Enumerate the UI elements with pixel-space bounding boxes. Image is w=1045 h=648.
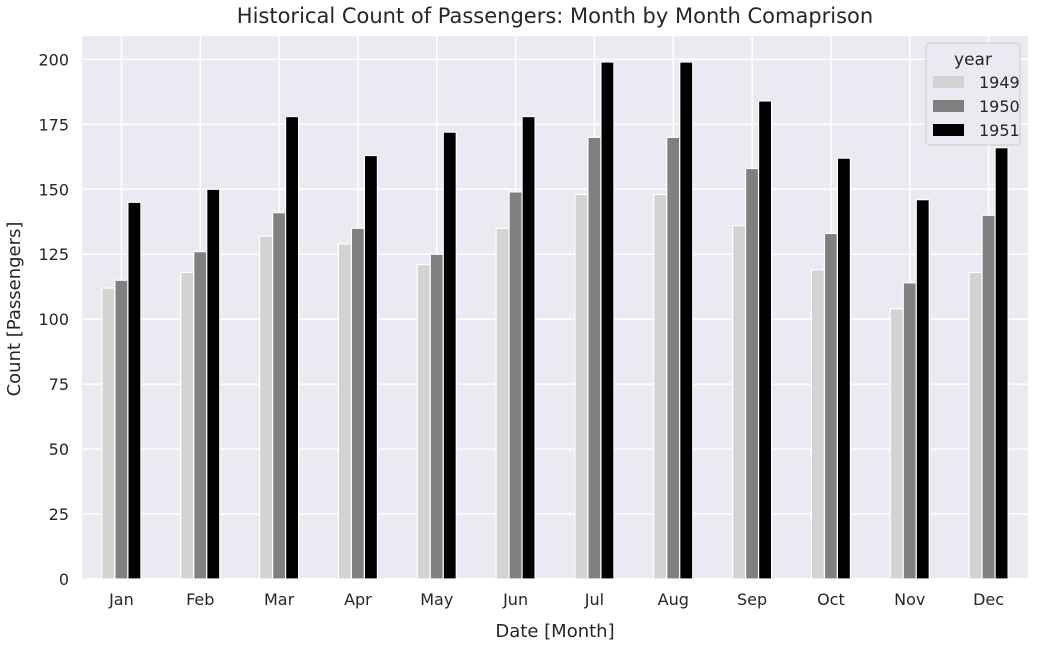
bar-nov-1950 (902, 282, 917, 580)
bar-jul-1950 (587, 136, 602, 580)
bars (101, 61, 1009, 580)
legend-swatch-1950 (933, 100, 964, 112)
x-tick-label: Aug (658, 590, 689, 609)
x-tick-label: Jan (108, 590, 134, 609)
bar-jan-1949 (101, 287, 116, 580)
x-tick-label: Dec (973, 590, 1004, 609)
bar-sep-1949 (731, 225, 747, 580)
x-tick-label: Apr (344, 590, 372, 609)
bar-oct-1951 (836, 157, 852, 580)
y-tick-label: 25 (49, 505, 69, 524)
bar-oct-1950 (823, 232, 839, 580)
bar-may-1951 (442, 131, 457, 580)
bar-apr-1951 (363, 154, 379, 580)
x-tick-label: Jul (584, 590, 604, 609)
bar-mar-1949 (258, 235, 274, 580)
bar-feb-1950 (193, 251, 208, 580)
legend-label-1950: 1950 (979, 97, 1020, 116)
bar-aug-1949 (653, 193, 668, 580)
y-tick-label: 125 (38, 245, 69, 264)
legend-title: year (954, 50, 992, 70)
bar-aug-1951 (679, 61, 694, 580)
y-tick-label: 100 (38, 310, 69, 329)
bar-may-1950 (429, 253, 444, 580)
bar-nov-1951 (915, 199, 930, 580)
bar-jul-1951 (600, 61, 615, 580)
bar-sep-1951 (757, 100, 773, 580)
bar-jun-1949 (495, 227, 510, 580)
y-tick-label: 150 (38, 180, 69, 199)
legend-label-1951: 1951 (979, 121, 1020, 140)
legend-label-1949: 1949 (979, 73, 1020, 92)
y-axis-label: Count [Passengers] (4, 222, 25, 397)
y-tick-label: 75 (49, 375, 69, 394)
y-tick-label: 50 (49, 440, 69, 459)
x-tick-label: May (420, 590, 453, 609)
plot-area (82, 36, 1028, 579)
x-tick-label: Oct (817, 590, 845, 609)
bar-feb-1951 (206, 188, 221, 580)
chart-title: Historical Count of Passengers: Month by… (237, 4, 873, 28)
bar-jan-1950 (114, 279, 129, 580)
bar-nov-1949 (889, 308, 904, 580)
bar-apr-1950 (350, 227, 366, 580)
bar-jan-1951 (127, 201, 142, 580)
legend: year 1949 1950 1951 (925, 42, 1021, 146)
x-tick-label: Jun (502, 590, 528, 609)
bar-dec-1949 (968, 271, 983, 580)
x-axis-label: Date [Month] (495, 621, 614, 642)
y-tick-label: 175 (38, 115, 69, 134)
y-axis-ticks: 0 25 50 75 100 125 150 175 200 (38, 50, 69, 589)
bar-jun-1950 (508, 191, 523, 580)
bar-jul-1949 (574, 193, 589, 580)
bar-aug-1950 (666, 136, 681, 580)
legend-box (925, 42, 1021, 146)
y-tick-label: 200 (38, 50, 69, 69)
x-tick-label: Feb (186, 590, 214, 609)
bar-dec-1950 (981, 214, 996, 580)
bar-jun-1951 (521, 115, 536, 580)
bar-apr-1949 (337, 243, 353, 580)
x-tick-label: Nov (894, 590, 925, 609)
bar-mar-1951 (284, 115, 300, 580)
bar-oct-1949 (810, 269, 826, 580)
bar-feb-1949 (180, 271, 195, 580)
x-tick-label: Mar (264, 590, 295, 609)
legend-swatch-1951 (933, 124, 964, 136)
bar-mar-1950 (271, 212, 287, 580)
bar-sep-1950 (744, 167, 760, 580)
x-tick-label: Sep (737, 590, 767, 609)
y-tick-label: 0 (59, 570, 69, 589)
x-axis-ticks: Jan Feb Mar Apr May Jun Jul Aug Sep Oct Nov Dec (108, 590, 1004, 609)
bar-dec-1951 (994, 147, 1009, 580)
legend-swatch-1949 (933, 76, 964, 88)
bar-may-1949 (416, 264, 431, 580)
